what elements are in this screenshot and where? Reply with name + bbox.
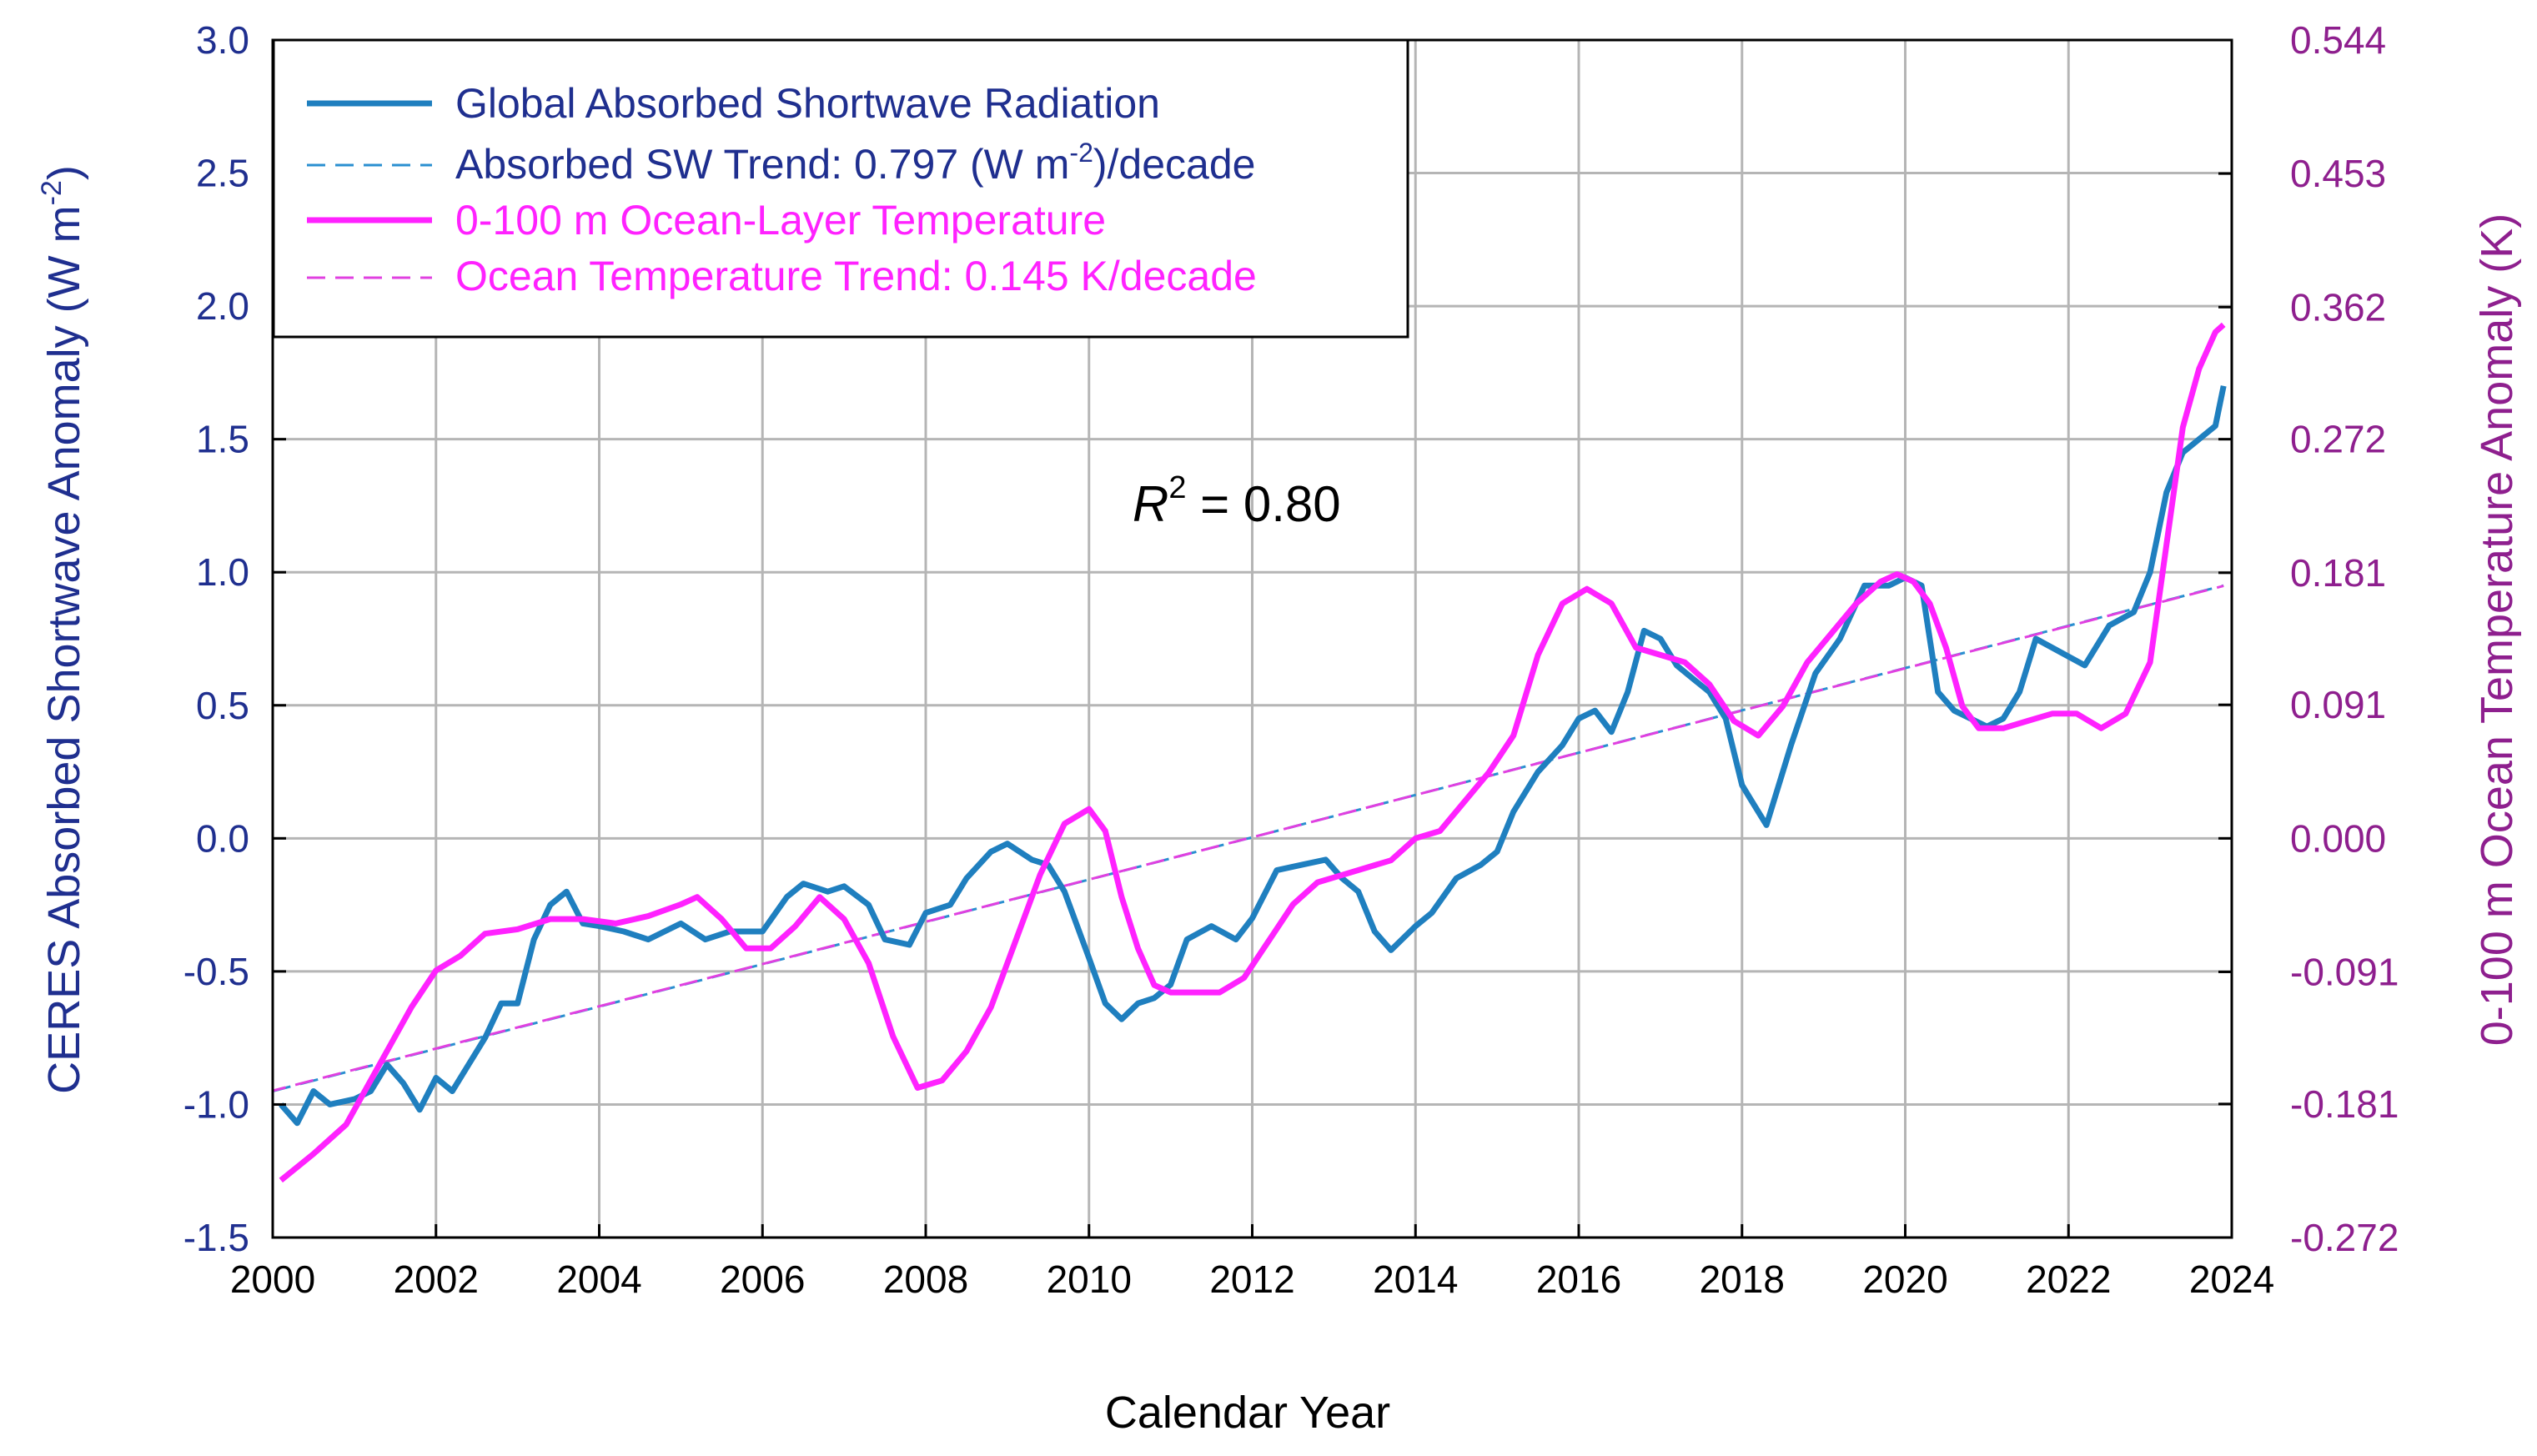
right-y-tick-label: 0.362 xyxy=(2290,285,2386,329)
x-tick-label: 2024 xyxy=(2189,1258,2274,1301)
right-y-tick-label: 0.453 xyxy=(2290,152,2386,195)
r-squared-annotation: R2 = 0.80 xyxy=(1133,470,1341,532)
right-y-tick-label: 0.272 xyxy=(2290,418,2386,461)
r-squared-value: = 0.80 xyxy=(1186,476,1340,532)
x-tick-label: 2020 xyxy=(1862,1258,1947,1301)
ocean-trend-line xyxy=(272,585,2224,1092)
legend-label-sw-trend-end: )/decade xyxy=(1093,141,1256,188)
legend-label-sw-trend: Absorbed SW Trend: 0.797 (W m-2)/decade xyxy=(455,138,1255,188)
r-squared-superscript: 2 xyxy=(1168,470,1186,505)
ocean-temperature-series-line xyxy=(279,322,2226,1183)
legend-label-sw-trend-text: Absorbed SW Trend: 0.797 (W m xyxy=(455,141,1069,188)
left-y-tick-label: -0.5 xyxy=(183,950,249,993)
right-y-tick-label: 0.000 xyxy=(2290,816,2386,860)
left-y-tick-label: 0.5 xyxy=(196,684,249,727)
axis-ticks: 2000 2002 2004 2006 2008 2010 2012 2014 2016 2018… xyxy=(183,18,2399,1301)
x-tick-label: 2000 xyxy=(230,1258,315,1301)
trend-lines xyxy=(272,584,2224,1092)
right-y-tick-label: 0.181 xyxy=(2290,551,2386,595)
right-y-tick-label: -0.091 xyxy=(2290,950,2399,993)
left-y-tick-label: 1.5 xyxy=(196,418,249,461)
x-tick-label: 2016 xyxy=(1536,1258,1621,1301)
data-series xyxy=(279,322,2227,1183)
x-axis-title: Calendar Year xyxy=(1105,1388,1390,1438)
left-y-axis-title-sup: -2 xyxy=(36,180,68,205)
legend: Global Absorbed Shortwave Radiation Abso… xyxy=(272,38,1409,339)
right-y-tick-label: 0.091 xyxy=(2290,683,2386,726)
x-tick-label: 2012 xyxy=(1209,1258,1294,1301)
x-tick-label: 2004 xyxy=(556,1258,641,1301)
right-y-tick-label: 0.544 xyxy=(2290,18,2386,62)
legend-label-shortwave: Global Absorbed Shortwave Radiation xyxy=(455,80,1160,127)
x-tick-label: 2008 xyxy=(883,1258,968,1301)
left-y-axis-title: CERES Absorbed Shortwave Anomaly (W m-2) xyxy=(36,165,89,1094)
left-y-axis-title-text: CERES Absorbed Shortwave Anomaly (W m xyxy=(39,205,89,1093)
r-squared-symbol: R xyxy=(1133,476,1168,532)
x-tick-label: 2002 xyxy=(394,1258,479,1301)
left-y-tick-label: 2.0 xyxy=(196,284,249,328)
x-tick-label: 2006 xyxy=(720,1258,805,1301)
left-y-tick-label: 3.0 xyxy=(196,18,249,62)
legend-label-ocean: 0-100 m Ocean-Layer Temperature xyxy=(455,197,1106,244)
left-y-axis-title-end: ) xyxy=(39,165,89,180)
legend-box xyxy=(272,38,1409,339)
right-y-axis-title: 0-100 m Ocean Temperature Anomaly (K) xyxy=(2472,213,2522,1046)
x-tick-label: 2010 xyxy=(1047,1258,1132,1301)
right-y-tick-label: -0.181 xyxy=(2290,1082,2399,1126)
left-y-tick-label: -1.5 xyxy=(183,1216,249,1259)
x-tick-label: 2018 xyxy=(1700,1258,1785,1301)
left-y-tick-label: 1.0 xyxy=(196,550,249,594)
left-y-tick-label: 2.5 xyxy=(196,152,249,195)
x-tick-label: 2014 xyxy=(1373,1258,1458,1301)
left-y-tick-label: 0.0 xyxy=(196,816,249,860)
right-y-tick-label: -0.272 xyxy=(2290,1216,2399,1259)
legend-label-sw-trend-sup: -2 xyxy=(1069,138,1093,168)
x-tick-label: 2022 xyxy=(2026,1258,2111,1301)
shortwave-series-line xyxy=(279,385,2227,1127)
left-y-tick-label: -1.0 xyxy=(183,1082,249,1126)
legend-label-ocean-trend: Ocean Temperature Trend: 0.145 K/decade xyxy=(455,253,1257,299)
